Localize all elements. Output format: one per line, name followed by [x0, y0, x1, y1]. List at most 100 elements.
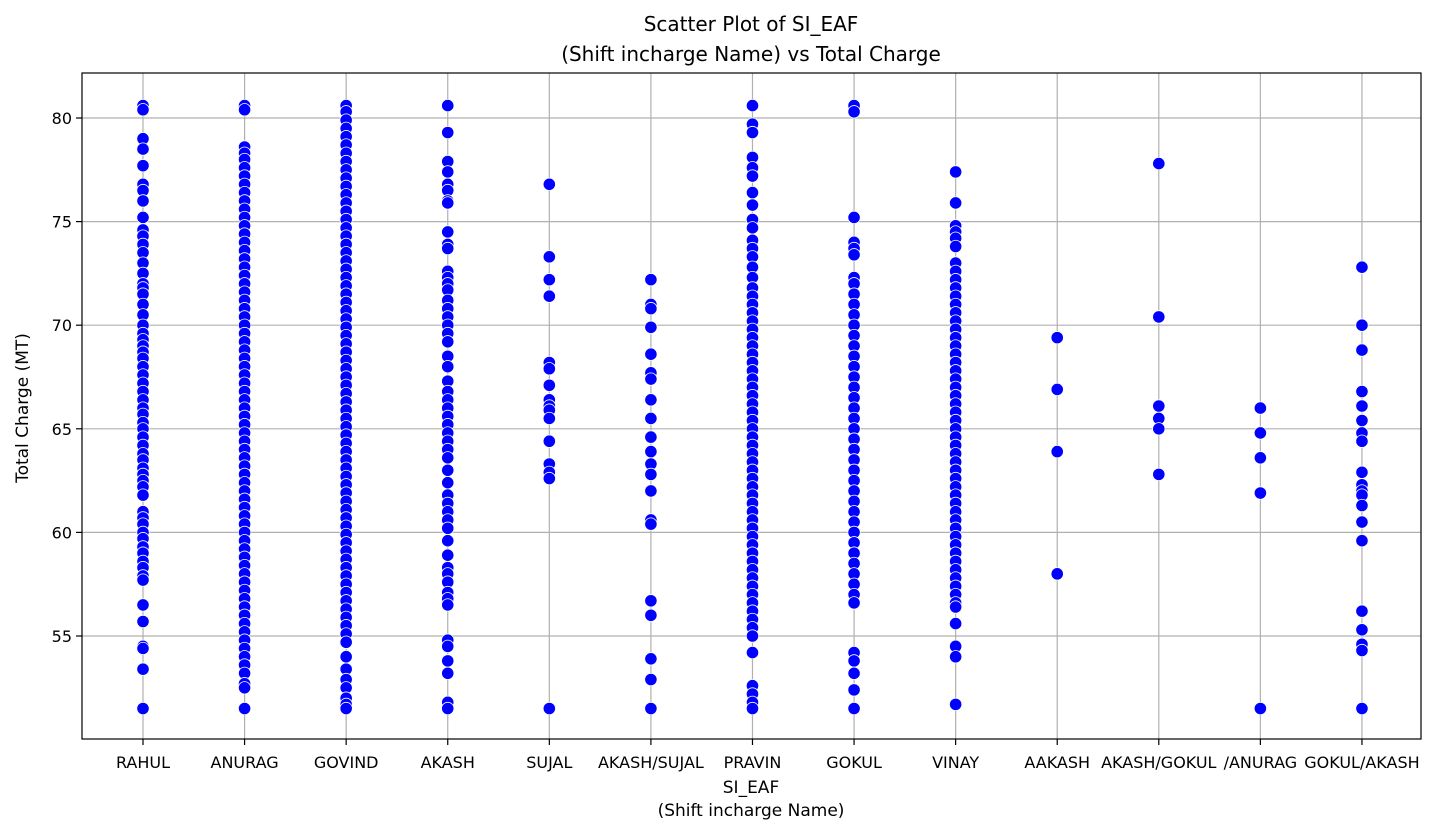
y-tick-label: 65: [52, 420, 72, 439]
y-tick-label: 75: [52, 213, 72, 232]
data-point: [441, 241, 455, 256]
data-point: [542, 434, 556, 448]
data-point: [441, 225, 455, 239]
data-point: [1355, 318, 1369, 332]
data-point: [949, 165, 963, 179]
y-tick-label: 55: [52, 627, 72, 646]
data-point: [542, 378, 556, 392]
data-point: [542, 289, 556, 303]
data-point: [1355, 623, 1369, 637]
y-tick-label: 70: [52, 316, 72, 335]
data-point: [136, 641, 150, 656]
data-point: [136, 662, 150, 676]
data-point: [644, 672, 658, 687]
data-point: [441, 165, 455, 179]
data-point: [441, 476, 455, 490]
data-point: [1050, 382, 1064, 397]
x-tick-label: GOKUL/AKASH: [1304, 753, 1419, 772]
data-point: [847, 701, 861, 716]
data-point: [745, 701, 760, 716]
data-point: [1355, 413, 1369, 428]
y-axis-label: Total Charge (MT): [13, 333, 33, 484]
data-point: [847, 683, 861, 697]
data-point: [136, 598, 150, 612]
data-point: [1355, 604, 1369, 618]
data-point: [1253, 451, 1267, 465]
data-point: [237, 103, 252, 117]
data-point: [441, 654, 455, 668]
x-axis-ticks: RAHUL ANURAG GOVIND AKASH SUJAL AKASH/SUJAL PR…: [116, 739, 1420, 772]
data-point: [847, 105, 861, 119]
data-point: [542, 273, 556, 287]
data-point: [644, 430, 658, 444]
x-axis-label-line-1: SI_EAF: [723, 778, 779, 798]
data-point: [644, 444, 658, 459]
x-tick-label: VINAY: [932, 753, 979, 772]
data-point: [339, 701, 353, 716]
data-point: [542, 250, 556, 264]
data-point: [542, 411, 556, 426]
data-point: [1152, 422, 1166, 436]
data-point: [1253, 426, 1267, 440]
data-point: [542, 177, 556, 191]
data-point: [1355, 399, 1369, 413]
x-tick-label: PRAVIN: [724, 753, 782, 772]
x-tick-label: /ANURAG: [1224, 753, 1298, 772]
data-point: [136, 159, 150, 173]
x-tick-label: ANURAG: [211, 753, 279, 772]
data-point: [1152, 399, 1166, 413]
data-point: [136, 142, 150, 156]
data-point: [136, 614, 150, 629]
data-point: [136, 210, 150, 225]
data-point: [949, 600, 963, 614]
data-point: [847, 210, 861, 225]
data-point: [745, 185, 760, 200]
data-point: [136, 194, 150, 208]
data-point: [237, 681, 252, 695]
data-point: [441, 534, 455, 548]
data-point: [745, 629, 760, 643]
data-point: [745, 169, 760, 183]
data-point: [745, 645, 760, 660]
data-point: [644, 393, 658, 407]
data-point: [441, 701, 455, 716]
data-point: [949, 239, 963, 254]
data-point: [136, 488, 150, 502]
data-point: [1355, 260, 1369, 274]
data-point: [441, 360, 455, 374]
x-tick-label: RAHUL: [116, 753, 170, 772]
data-point: [1050, 331, 1064, 345]
data-point: [542, 701, 556, 716]
data-point: [949, 697, 963, 711]
data-point: [136, 573, 150, 587]
x-tick-label: AAKASH: [1024, 753, 1090, 772]
data-point: [644, 652, 658, 666]
data-point: [1355, 465, 1369, 479]
data-point: [745, 198, 760, 212]
data-point: [339, 650, 353, 664]
data-point: [644, 701, 658, 716]
data-point: [441, 639, 455, 653]
data-point: [1355, 515, 1369, 529]
data-point: [644, 302, 658, 316]
data-point: [339, 635, 353, 649]
data-point: [1355, 498, 1369, 513]
data-point: [644, 411, 658, 426]
data-point: [441, 463, 455, 477]
data-point: [441, 521, 455, 535]
data-point: [441, 548, 455, 562]
chart-title-line-1: Scatter Plot of SI_EAF: [644, 12, 859, 36]
data-point: [1355, 384, 1369, 399]
data-point: [644, 347, 658, 361]
data-point: [441, 335, 455, 349]
data-point: [644, 608, 658, 622]
data-point: [949, 616, 963, 631]
x-tick-label: GOVIND: [314, 753, 379, 772]
data-point: [1355, 343, 1369, 357]
data-point: [441, 451, 455, 465]
data-point: [136, 701, 150, 716]
data-point: [1355, 434, 1369, 448]
x-tick-label: GOKUL: [826, 753, 882, 772]
data-point: [1355, 534, 1369, 548]
data-point: [1152, 310, 1166, 324]
